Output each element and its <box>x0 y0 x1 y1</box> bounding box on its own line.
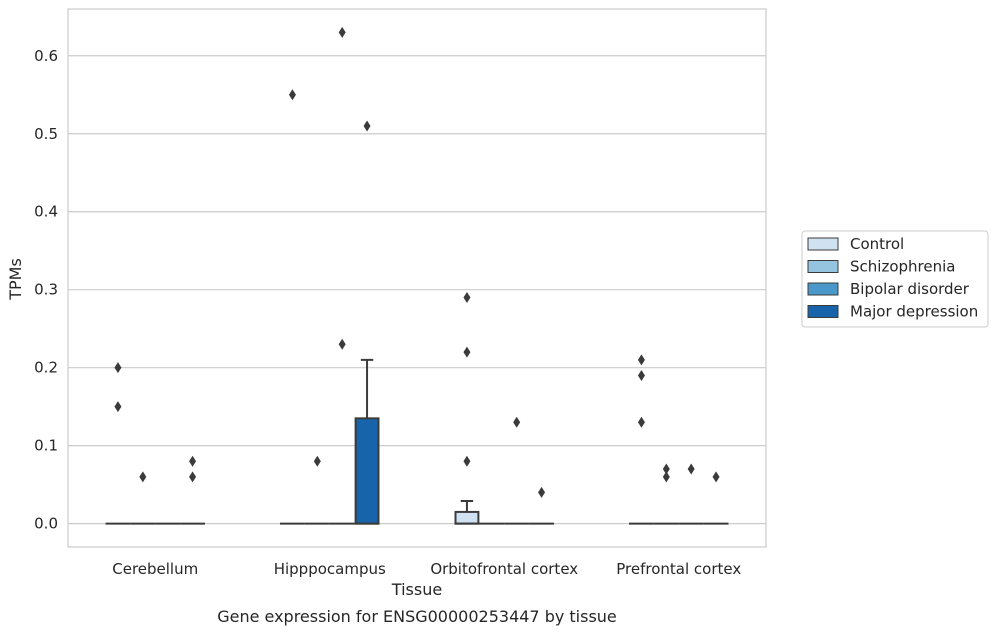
legend-label: Major depression <box>850 303 978 321</box>
y-tick-label: 0.3 <box>34 281 58 299</box>
outlier-point <box>114 401 122 413</box>
legend-label: Control <box>850 235 904 253</box>
grid-lines <box>68 55 766 525</box>
legend-swatch <box>807 237 839 251</box>
outlier-point <box>463 346 471 358</box>
legend-swatch <box>807 282 839 296</box>
y-axis-ticks: 0.0 0.1 0.2 0.3 0.4 0.5 0.6 <box>34 47 58 533</box>
outlier-point <box>662 463 670 475</box>
y-axis-label: TPMs <box>6 258 25 301</box>
outlier-point <box>463 291 471 303</box>
outlier-point <box>513 416 521 428</box>
legend-item: Bipolar disorder <box>807 280 970 298</box>
y-tick-label: 0.4 <box>34 203 58 221</box>
box <box>354 417 380 525</box>
legend-label: Bipolar disorder <box>850 280 970 298</box>
outlier-point <box>288 89 296 101</box>
legend: Control Schizophrenia Bipolar disorder Majo… <box>801 230 989 328</box>
outlier-point <box>363 120 371 132</box>
y-tick-label: 0.2 <box>34 359 58 377</box>
x-axis-label: Tissue <box>391 580 442 599</box>
legend-frame <box>801 230 989 328</box>
y-tick-label: 0.0 <box>34 515 58 533</box>
outlier-point <box>712 471 720 483</box>
outlier-point <box>139 471 147 483</box>
outlier-point <box>313 455 321 467</box>
outlier-point <box>637 369 645 381</box>
box-group <box>354 358 380 525</box>
outlier-point <box>338 338 346 350</box>
y-tick-label: 0.6 <box>34 47 58 65</box>
x-tick-label: Orbitofrontal cortex <box>430 560 578 578</box>
chart-caption: Gene expression for ENSG00000253447 by t… <box>217 607 617 626</box>
outlier-point <box>637 416 645 428</box>
outlier-point <box>338 26 346 38</box>
y-tick-label: 0.5 <box>34 125 58 143</box>
outlier-point <box>662 471 670 483</box>
outlier-point <box>538 486 546 498</box>
legend-item: Major depression <box>807 303 978 321</box>
legend-swatch <box>807 305 839 318</box>
outlier-point <box>687 463 695 475</box>
outlier-point <box>189 455 197 467</box>
outlier-point <box>463 455 471 467</box>
legend-swatch <box>807 260 839 273</box>
box <box>454 510 480 525</box>
outlier-point <box>637 354 645 366</box>
outlier-point <box>114 362 122 374</box>
legend-label: Schizophrenia <box>850 258 955 276</box>
outlier-point <box>189 471 197 483</box>
legend-item: Schizophrenia <box>807 258 955 276</box>
box-group <box>454 499 480 525</box>
y-tick-label: 0.1 <box>34 437 58 455</box>
boxes <box>105 358 729 525</box>
outliers <box>114 26 720 498</box>
legend-item: Control <box>807 235 904 253</box>
x-tick-label: Hipppocampus <box>274 560 386 578</box>
x-tick-label: Prefrontal cortex <box>616 560 741 578</box>
x-axis-ticks: Cerebellum Hipppocampus Orbitofrontal cort… <box>112 560 741 578</box>
x-tick-label: Cerebellum <box>112 560 198 578</box>
plot-frame <box>67 8 767 548</box>
